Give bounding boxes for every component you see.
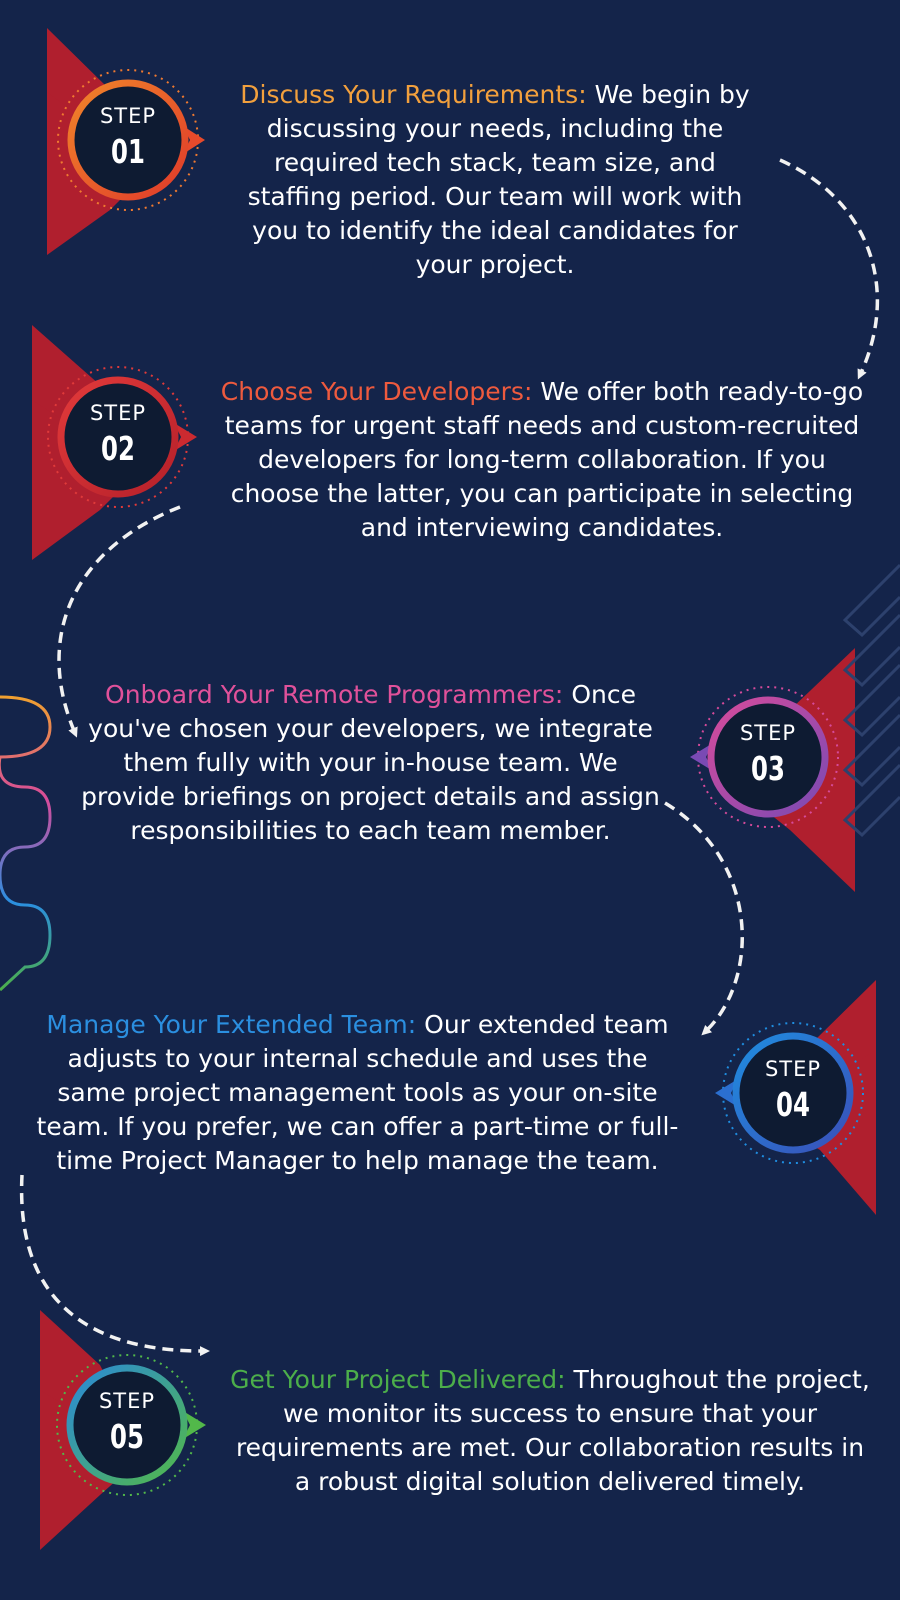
step-label: STEP	[89, 401, 147, 425]
step-label: STEP	[739, 721, 797, 745]
wave-decoration	[0, 695, 52, 992]
step-title: Choose Your Developers:	[220, 377, 533, 406]
step-badge-01: STEP 01	[68, 80, 188, 200]
step-body: We offer both ready-to-go teams for urge…	[224, 377, 864, 542]
step-badge-04-graphic	[715, 1022, 864, 1164]
step-title: Onboard Your Remote Programmers:	[105, 680, 564, 709]
step-02-description: Choose Your Developers: We offer both re…	[212, 375, 872, 545]
step-title: Discuss Your Requirements:	[240, 80, 587, 109]
step-04-description: Manage Your Extended Team: Our extended …	[35, 1008, 680, 1178]
step-body: Once you've chosen your developers, we i…	[81, 680, 660, 845]
step-number: 01	[111, 132, 145, 171]
step-title: Get Your Project Delivered:	[230, 1365, 566, 1394]
step-number: 02	[101, 429, 135, 468]
step-number: 03	[751, 749, 785, 788]
step-badge-05: STEP 05	[67, 1365, 187, 1485]
step-label: STEP	[98, 1389, 156, 1413]
connector-arrow-4-5	[19, 1174, 210, 1357]
step-body: Our extended team adjusts to your intern…	[36, 1010, 679, 1175]
step-title: Manage Your Extended Team:	[46, 1010, 417, 1039]
step-01-description: Discuss Your Requirements: We begin by d…	[225, 78, 765, 282]
connector-arrow-2-3	[57, 505, 181, 738]
step-label: STEP	[99, 104, 157, 128]
step-body: Throughout the project, we monitor its s…	[235, 1365, 870, 1496]
connector-arrow-1-2	[779, 158, 880, 380]
step-badge-03: STEP 03	[708, 697, 828, 817]
step-badge-05-graphic	[56, 1354, 206, 1496]
step-label: STEP	[764, 1057, 822, 1081]
chevron-pattern	[842, 563, 900, 838]
step-badge-01-graphic	[57, 69, 205, 211]
step-badge-02-graphic	[47, 366, 197, 508]
step-05-description: Get Your Project Delivered: Throughout t…	[230, 1363, 870, 1499]
step-badge-02: STEP 02	[58, 377, 178, 497]
step-badge-03-graphic	[690, 686, 839, 828]
step-number: 04	[776, 1085, 810, 1124]
step-number: 05	[110, 1417, 144, 1456]
step-body: We begin by discussing your needs, inclu…	[247, 80, 750, 279]
connector-arrow-3-4	[664, 801, 744, 1036]
step-badge-04: STEP 04	[733, 1033, 853, 1153]
step-03-description: Onboard Your Remote Programmers: Once yo…	[78, 678, 663, 848]
